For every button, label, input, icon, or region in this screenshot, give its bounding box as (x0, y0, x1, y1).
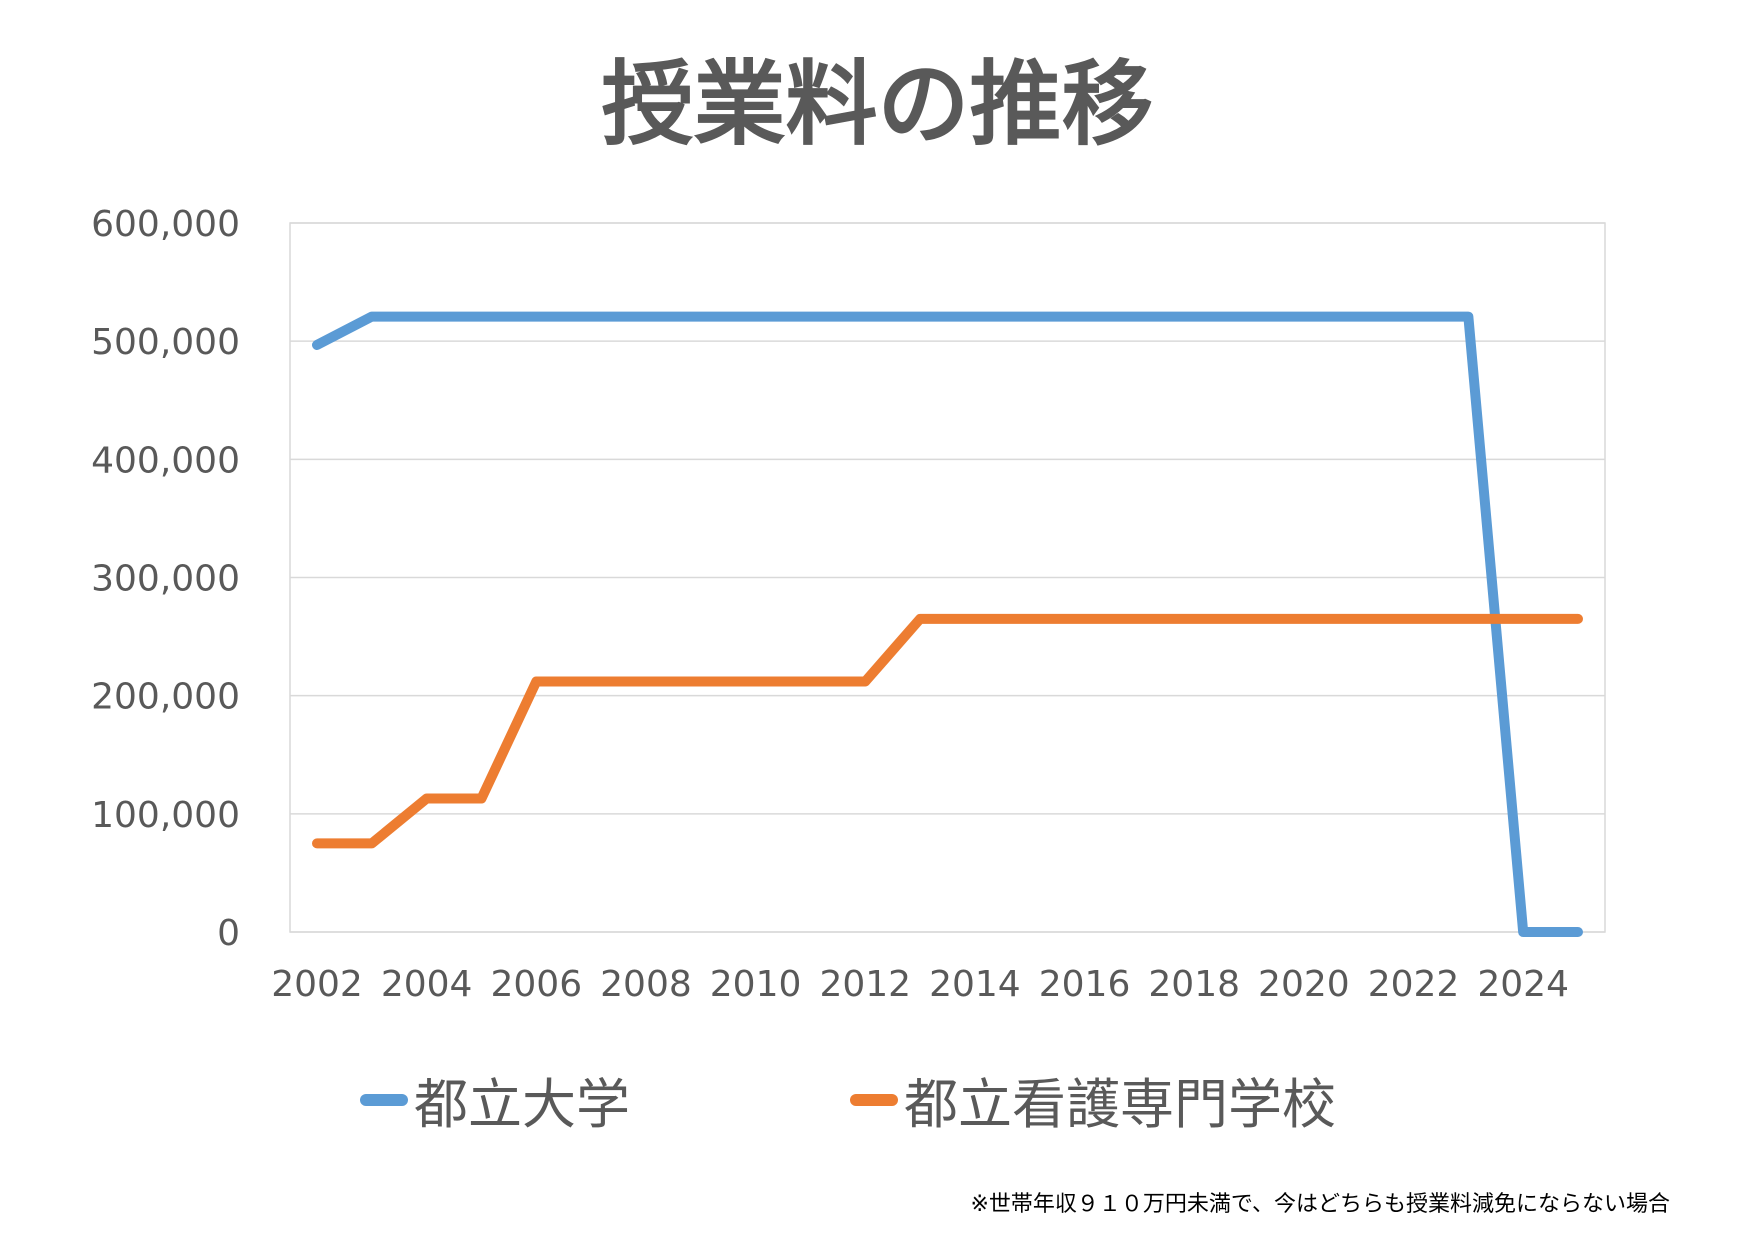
legend-item-nursing: 都立看護専門学校 (850, 1060, 1336, 1139)
footnote: ※世帯年収９１０万円未満で、今はどちらも授業料減免にならない場合 (970, 1192, 1670, 1217)
y-tick-label: 200,000 (91, 677, 240, 718)
x-tick-label: 2010 (710, 964, 802, 1005)
y-axis-ticks: 0 100,000 200,000 300,000 400,000 500,000 600,… (91, 204, 240, 954)
series-lines (312, 311, 1583, 937)
gridlines (290, 222, 1605, 933)
plot-area-border (289, 222, 1606, 933)
chart-title: 授業料の推移 (601, 51, 1154, 158)
legend-item-tmu: 都立大学 (360, 1060, 630, 1139)
y-tick-label: 500,000 (91, 322, 240, 363)
legend-swatch-nursing (850, 1093, 898, 1106)
legend-swatch-tmu (360, 1093, 408, 1106)
x-tick-label: 2004 (381, 964, 473, 1005)
x-tick-label: 2008 (600, 964, 692, 1005)
x-tick-label: 2002 (271, 964, 363, 1005)
legend: 都立大学 都立看護専門学校 (360, 1060, 1336, 1139)
y-tick-label: 400,000 (91, 440, 240, 481)
x-tick-label: 2024 (1477, 964, 1569, 1005)
legend-label-tmu: 都立大学 (414, 1073, 630, 1136)
x-tick-label: 2012 (819, 964, 911, 1005)
x-tick-label: 2022 (1368, 964, 1460, 1005)
x-tick-label: 2018 (1148, 964, 1240, 1005)
x-axis-ticks: 2002 2004 2006 2008 2010 2012 2014 2016 2018 2020… (271, 964, 1569, 1005)
y-tick-label: 300,000 (91, 559, 240, 600)
series-line-0 (312, 311, 1583, 937)
legend-label-nursing: 都立看護専門学校 (904, 1073, 1336, 1136)
x-tick-label: 2016 (1039, 964, 1131, 1005)
x-tick-label: 2014 (929, 964, 1021, 1005)
x-tick-label: 2020 (1258, 964, 1350, 1005)
x-tick-label: 2006 (490, 964, 582, 1005)
y-tick-label: 0 (217, 913, 240, 954)
y-tick-label: 100,000 (91, 795, 240, 836)
y-tick-label: 600,000 (91, 204, 240, 245)
series-line-1 (312, 613, 1583, 849)
